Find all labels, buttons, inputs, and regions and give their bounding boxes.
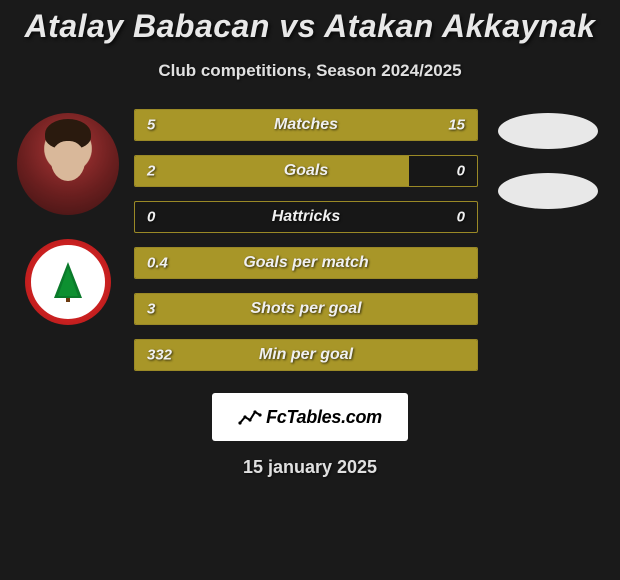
stat-bar-fill-right — [221, 110, 478, 140]
stat-bar-fill-left — [135, 340, 477, 370]
comparison-content: 5Matches152Goals00Hattricks00.4Goals per… — [0, 109, 620, 385]
stat-value-left: 332 — [147, 347, 172, 364]
stat-bar-fill-left — [135, 156, 409, 186]
stat-value-left: 0 — [147, 209, 155, 226]
stat-bar: 5Matches15 — [134, 109, 478, 141]
player-left-club-badge — [25, 239, 111, 325]
stat-value-left: 5 — [147, 117, 155, 134]
stat-value-left: 3 — [147, 301, 155, 318]
stat-label: Hattricks — [135, 208, 477, 226]
stat-bar: 3Shots per goal — [134, 293, 478, 325]
fctables-logo-icon — [238, 407, 262, 427]
comparison-subtitle: Club competitions, Season 2024/2025 — [0, 61, 620, 81]
comparison-date: 15 january 2025 — [0, 457, 620, 478]
stat-bar: 2Goals0 — [134, 155, 478, 187]
player-right-badge-placeholder — [498, 173, 598, 209]
player-left-avatar — [17, 113, 119, 215]
player-right-avatar-placeholder — [498, 113, 598, 149]
stat-bar-fill-left — [135, 294, 477, 324]
comparison-title: Atalay Babacan vs Atakan Akkaynak — [0, 0, 620, 45]
player-left-column — [8, 109, 128, 325]
stats-bars: 5Matches152Goals00Hattricks00.4Goals per… — [128, 109, 484, 385]
stat-value-left: 2 — [147, 163, 155, 180]
stat-value-right: 0 — [457, 209, 465, 226]
player-right-column — [484, 109, 612, 209]
fctables-text: FcTables.com — [266, 407, 382, 428]
stat-value-left: 0.4 — [147, 255, 168, 272]
stat-value-right: 15 — [448, 117, 465, 134]
stat-bar-fill-left — [135, 248, 477, 278]
fctables-watermark: FcTables.com — [212, 393, 408, 441]
stat-bar: 0.4Goals per match — [134, 247, 478, 279]
stat-bar: 0Hattricks0 — [134, 201, 478, 233]
stat-bar: 332Min per goal — [134, 339, 478, 371]
stat-value-right: 0 — [457, 163, 465, 180]
